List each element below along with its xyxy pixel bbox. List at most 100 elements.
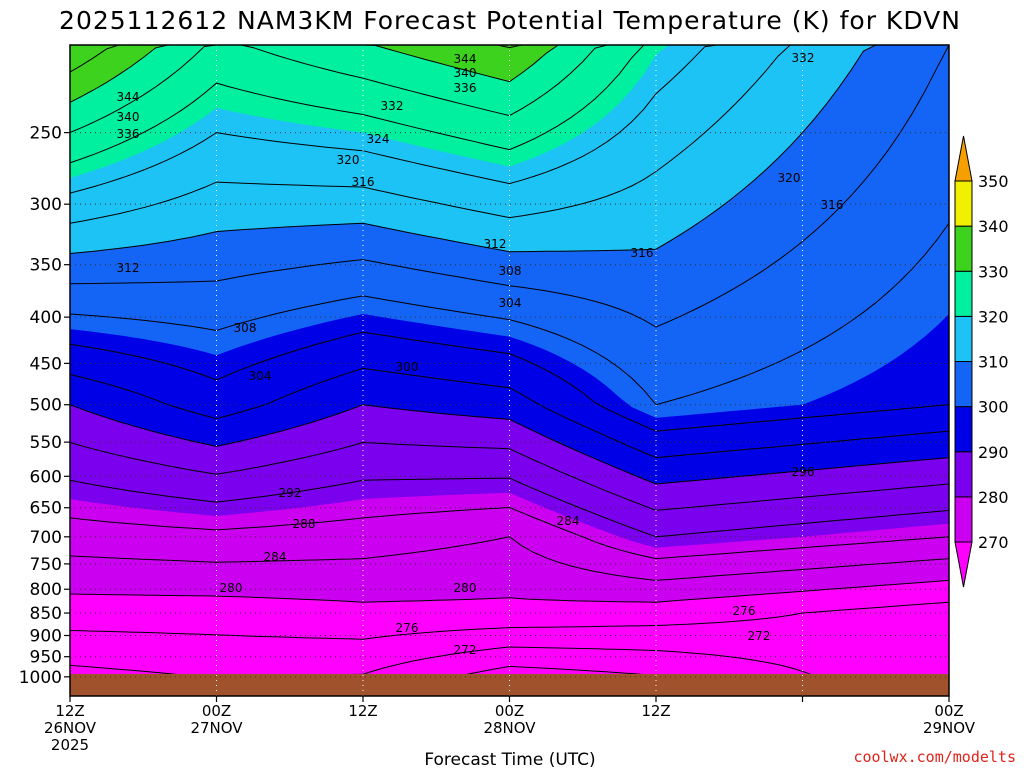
x-tick-label: 26NOV xyxy=(44,719,97,737)
y-tick-label: 400 xyxy=(30,308,62,328)
y-tick-label: 600 xyxy=(30,467,62,487)
x-tick-label: 27NOV xyxy=(190,719,243,737)
credit-text: coolwx.com/modelts xyxy=(853,748,1016,766)
colorbar-swatch xyxy=(954,225,973,272)
contour-label: 308 xyxy=(499,264,522,278)
y-tick-label: 450 xyxy=(30,354,62,374)
theta-band-330 xyxy=(70,45,949,178)
y-tick-label: 900 xyxy=(30,626,62,646)
isentrope-332 xyxy=(70,45,949,164)
x-tick-label: 12Z xyxy=(348,702,377,720)
contour-label: 284 xyxy=(557,514,580,528)
x-tick-label: 2025 xyxy=(51,736,89,754)
isentrope-292 xyxy=(70,477,949,538)
colorbar-extend-low xyxy=(954,541,973,588)
x-tick-label: 00Z xyxy=(495,702,524,720)
contour-label: 296 xyxy=(792,465,815,479)
colorbar-swatch xyxy=(954,361,973,408)
x-tick-label: 28NOV xyxy=(483,719,536,737)
colorbar-swatch xyxy=(954,315,973,362)
colorbar-tick-label: 280 xyxy=(978,488,1009,507)
x-axis-label: Forecast Time (UTC) xyxy=(424,750,595,768)
contour-label: 312 xyxy=(484,237,507,251)
contour-label: 340 xyxy=(454,66,477,80)
contour-label: 316 xyxy=(631,246,654,260)
colorbar: 270 280 290 300 310 320 330 340 350 xyxy=(954,135,1009,588)
colorbar-swatch xyxy=(954,180,973,227)
colorbar-swatch xyxy=(954,451,973,498)
isentrope-324 xyxy=(70,45,949,224)
y-tick-label: 250 xyxy=(30,124,62,144)
x-tick-label: 12Z xyxy=(55,702,84,720)
y-axis: 2503003504004505005506006507007508008509… xyxy=(19,124,70,688)
chart-title: 2025112612 NAM3KM Forecast Potential Tem… xyxy=(59,6,961,35)
colorbar-tick-label: 270 xyxy=(978,533,1009,552)
contour-label: 344 xyxy=(117,90,140,104)
colorbar-tick-label: 350 xyxy=(978,172,1009,191)
y-tick-label: 850 xyxy=(30,604,62,624)
isentrope-344 xyxy=(70,45,949,73)
x-tick-label: 00Z xyxy=(934,702,963,720)
y-tick-label: 350 xyxy=(30,256,62,276)
isentrope-320 xyxy=(70,45,949,254)
isentrope-340 xyxy=(70,45,949,103)
contour-label: 308 xyxy=(234,321,257,335)
contour-label: 320 xyxy=(337,153,360,167)
isentrope-284 xyxy=(70,536,949,581)
contour-label: 304 xyxy=(249,369,272,383)
colorbar-tick-label: 300 xyxy=(978,398,1009,417)
contour-labels: 344 340 336 344 340 336 332 324 320 316 … xyxy=(117,51,844,657)
contour-label: 280 xyxy=(220,581,243,595)
colorbar-swatch xyxy=(954,496,973,543)
contour-label: 324 xyxy=(367,132,390,146)
contour-label: 288 xyxy=(293,517,316,531)
contour-label: 320 xyxy=(778,171,801,185)
colorbar-tick-label: 330 xyxy=(978,262,1009,281)
contour-label: 304 xyxy=(499,296,522,310)
contour-label: 276 xyxy=(396,621,419,635)
contour-label: 272 xyxy=(454,643,477,657)
isentrope-304 xyxy=(70,367,949,459)
theta-band-340 xyxy=(70,45,949,103)
contour-label: 300 xyxy=(396,360,419,374)
contour-label: 316 xyxy=(352,175,375,189)
contour-label: 336 xyxy=(117,127,140,141)
x-tick-label: 00Z xyxy=(202,702,231,720)
colorbar-tick-label: 290 xyxy=(978,443,1009,462)
colorbar-swatch xyxy=(954,270,973,317)
contour-label: 332 xyxy=(792,51,815,65)
contour-label: 280 xyxy=(454,581,477,595)
contour-label: 272 xyxy=(748,629,771,643)
colorbar-tick-label: 310 xyxy=(978,353,1009,372)
x-tick-label: 12Z xyxy=(641,702,670,720)
isentrope-328 xyxy=(70,45,949,194)
y-tick-label: 650 xyxy=(30,499,62,519)
y-tick-label: 1000 xyxy=(19,668,62,688)
colorbar-extend-high xyxy=(954,135,973,182)
y-tick-label: 700 xyxy=(30,528,62,548)
colorbar-swatch xyxy=(954,406,973,453)
isentrope-276 xyxy=(70,601,949,640)
contour-label: 340 xyxy=(117,110,140,124)
y-tick-label: 750 xyxy=(30,555,62,575)
contour-label: 312 xyxy=(117,261,140,275)
y-tick-label: 550 xyxy=(30,433,62,453)
contour-label: 336 xyxy=(454,81,477,95)
contour-label: 276 xyxy=(733,604,756,618)
y-tick-label: 950 xyxy=(30,648,62,668)
x-tick-label: 29NOV xyxy=(923,719,976,737)
grid-lines xyxy=(70,45,949,696)
colorbar-tick-label: 340 xyxy=(978,217,1009,236)
contour-label: 284 xyxy=(264,550,287,564)
contour-label: 332 xyxy=(381,99,404,113)
contour-label: 344 xyxy=(454,52,477,66)
isentrope-296 xyxy=(70,441,949,511)
isentrope-288 xyxy=(70,506,949,560)
contour-label: 316 xyxy=(821,198,844,212)
isentrope-280 xyxy=(70,579,949,603)
y-tick-label: 800 xyxy=(30,580,62,600)
y-tick-label: 300 xyxy=(30,195,62,215)
contour-label: 292 xyxy=(279,486,302,500)
